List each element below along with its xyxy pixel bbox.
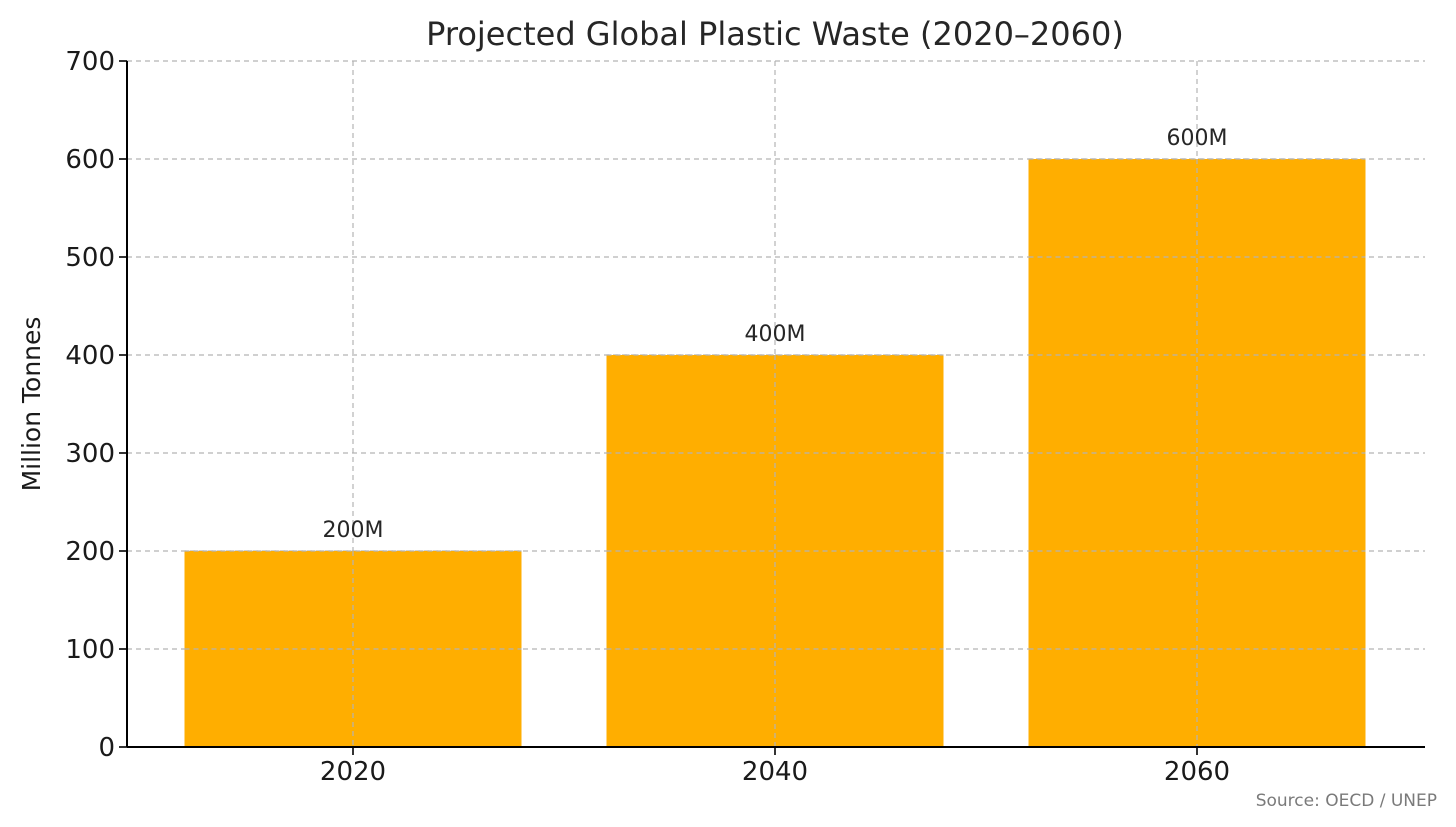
y-tick-label: 100 [65,635,115,665]
x-tick-label: 2060 [1164,757,1230,787]
axis-layer [119,60,1425,755]
y-tick-label: 300 [65,439,115,469]
x-tick-label: 2040 [742,757,808,787]
label-layer: 0 100 200 300 400 500 600 700 200M 400M 600M 2020 20… [65,47,1230,787]
y-tick-label: 600 [65,145,115,175]
bar-data-label: 200M [323,518,384,543]
source-note: Source: OECD / UNEP [1256,791,1437,811]
chart-title: Projected Global Plastic Waste (2020–206… [426,15,1124,53]
y-tick-label: 400 [65,341,115,371]
bar-data-label: 400M [745,322,806,347]
y-axis-label: Million Tonnes [17,317,46,492]
bar-data-label: 600M [1167,126,1228,151]
x-tick-label: 2020 [320,757,386,787]
bar-layer [184,158,1366,747]
y-tick-label: 0 [98,733,115,763]
y-tick-label: 500 [65,243,115,273]
y-tick-label: 700 [65,47,115,77]
y-tick-label: 200 [65,537,115,567]
